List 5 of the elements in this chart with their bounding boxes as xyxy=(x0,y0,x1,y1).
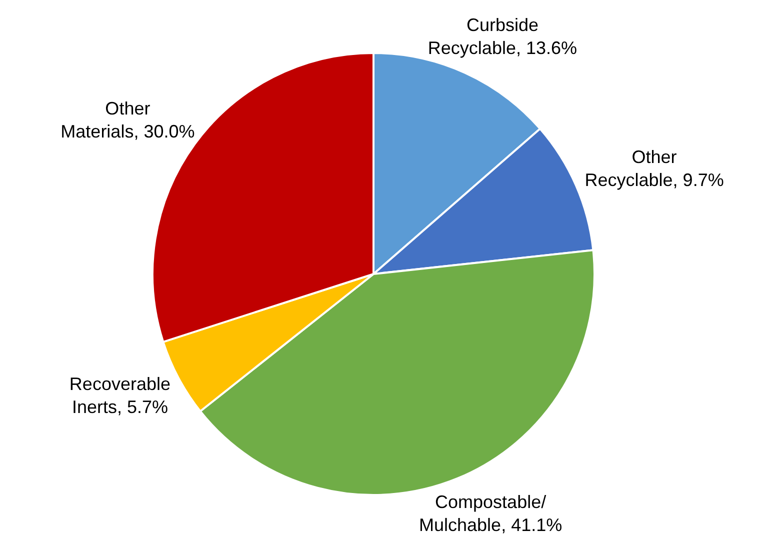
slice-label: Compostable/ Mulchable, 41.1% xyxy=(419,492,562,536)
slice-label: Other Recyclable, 9.7% xyxy=(584,147,724,190)
slice-label: Recoverable Inerts, 5.7% xyxy=(69,374,170,418)
slice-label: Other Materials, 30.0% xyxy=(60,98,195,142)
slice-label: Curbside Recyclable, 13.6% xyxy=(428,14,578,58)
